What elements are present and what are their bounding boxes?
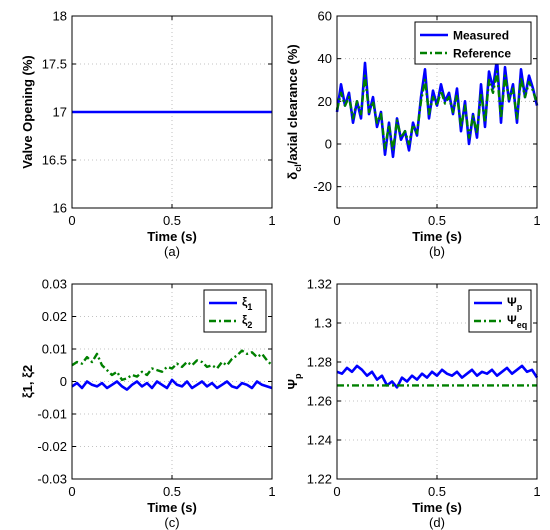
legend-box	[468, 289, 532, 333]
legend-label-1-sub: 1	[247, 302, 252, 312]
legend-label-1-main: Ψ	[507, 295, 517, 309]
x-tick-label: 0	[333, 213, 340, 228]
panel-c: 0 0.5 1 -0.03 -0.02 -0.01 0 0.01 0.02 0.03 Time (s…	[20, 277, 276, 530]
x-tick-label: 0.5	[163, 213, 181, 228]
x-axis-label: Time (s)	[412, 229, 462, 244]
x-tick-label: 1	[533, 213, 540, 228]
y-tick-label: 16.5	[42, 153, 67, 168]
legend-label-1-sub: p	[517, 302, 523, 312]
x-axis-label: Time (s)	[147, 229, 197, 244]
y-tick-label: 1.22	[307, 472, 332, 487]
y-axis-label: Valve Opening (%)	[20, 55, 35, 168]
y-tick-label: 20	[318, 94, 332, 109]
legend: Measured Reference	[414, 21, 532, 65]
y-tick-label: -0.01	[37, 407, 67, 422]
x-tick-label: 0.5	[428, 213, 446, 228]
y-tick-label: 60	[318, 9, 332, 24]
x-tick-label: 1	[268, 484, 275, 499]
y-tick-label: 18	[53, 9, 67, 24]
x-tick-label: 0	[333, 484, 340, 499]
legend-label-2-main: Ψ	[507, 313, 517, 327]
y-tick-label: 0.01	[42, 342, 67, 357]
panel-b: 0 0.5 1 -20 0 20 40 60 Time (s)(b) δcl/axial clea…	[285, 9, 541, 260]
x-tick-label: 0	[68, 213, 75, 228]
y-axis-label-main: Ψ	[285, 379, 300, 390]
axes-frame	[336, 15, 538, 209]
y-tick-label: 0.02	[42, 309, 67, 324]
series-line-2	[71, 349, 273, 382]
legend-label-1: ξ1	[242, 295, 252, 312]
y-tick-label: -20	[313, 179, 332, 194]
y-tick-label: 0.03	[42, 277, 67, 292]
x-tick-label: 1	[268, 213, 275, 228]
y-axis-label-sub: p	[293, 373, 303, 379]
legend-box	[414, 21, 532, 65]
y-tick-label: 1.3	[314, 316, 332, 331]
panel-caption: (d)	[429, 515, 445, 530]
series-line-2	[335, 70, 539, 152]
y-tick-label: 1.32	[307, 277, 332, 292]
y-tick-label: 17	[53, 105, 67, 120]
legend-label-2: ξ2	[242, 313, 252, 330]
axes-frame	[71, 283, 273, 480]
legend-label-1: Measured	[453, 29, 509, 43]
axes-frame	[336, 283, 538, 480]
legend-label-2-sub: 2	[247, 320, 252, 330]
legend-label-2-sub: eq	[517, 320, 528, 330]
y-tick-label: 1.28	[307, 355, 332, 370]
legend-box	[203, 289, 267, 333]
panel-caption: (a)	[164, 244, 180, 259]
y-tick-label: 17.5	[42, 57, 67, 72]
legend-label-2: Reference	[453, 47, 511, 61]
x-axis-label: Time (s)	[412, 500, 462, 515]
x-axis-label: Time (s)	[147, 500, 197, 515]
x-tick-label: 0	[68, 484, 75, 499]
legend-label-1: Ψp	[507, 295, 523, 312]
y-axis-label: Ψp	[285, 373, 303, 390]
y-axis-label: ξ1, ξ2	[20, 365, 35, 398]
panel-caption: (c)	[164, 515, 179, 530]
y-tick-label: -0.02	[37, 439, 67, 454]
x-tick-label: 1	[533, 484, 540, 499]
y-tick-label: 0	[60, 374, 67, 389]
y-tick-label: 16	[53, 201, 67, 216]
x-tick-label: 0.5	[163, 484, 181, 499]
y-tick-label: 1.24	[307, 433, 332, 448]
y-tick-label: 1.26	[307, 394, 332, 409]
series-line-1	[71, 378, 273, 391]
legend-label-2-main: ξ	[242, 313, 248, 327]
series-line-1	[336, 364, 539, 389]
panel-a: 0 0.5 1 16 16.5 17 17.5 18 Time (s)(a) Valve Open…	[20, 9, 276, 260]
y-axis-label-rest: /axial clearance (%)	[285, 44, 300, 164]
legend-label-2: Ψeq	[507, 313, 527, 330]
y-tick-label: -0.03	[37, 472, 67, 487]
legend-label-1-main: ξ	[242, 295, 248, 309]
y-tick-label: 0	[325, 137, 332, 152]
y-axis-label-sub: cl	[293, 164, 303, 172]
x-tick-label: 0.5	[428, 484, 446, 499]
panel-d: 0 0.5 1 1.22 1.24 1.26 1.28 1.3 1.32 Time (s)(d) Ψ…	[285, 277, 541, 530]
panel-caption: (b)	[429, 244, 445, 259]
y-tick-label: 40	[318, 51, 332, 66]
axes-frame	[71, 15, 273, 209]
y-axis-label-main: δ	[285, 172, 300, 180]
y-axis-label: δcl/axial clearance (%)	[285, 44, 303, 179]
